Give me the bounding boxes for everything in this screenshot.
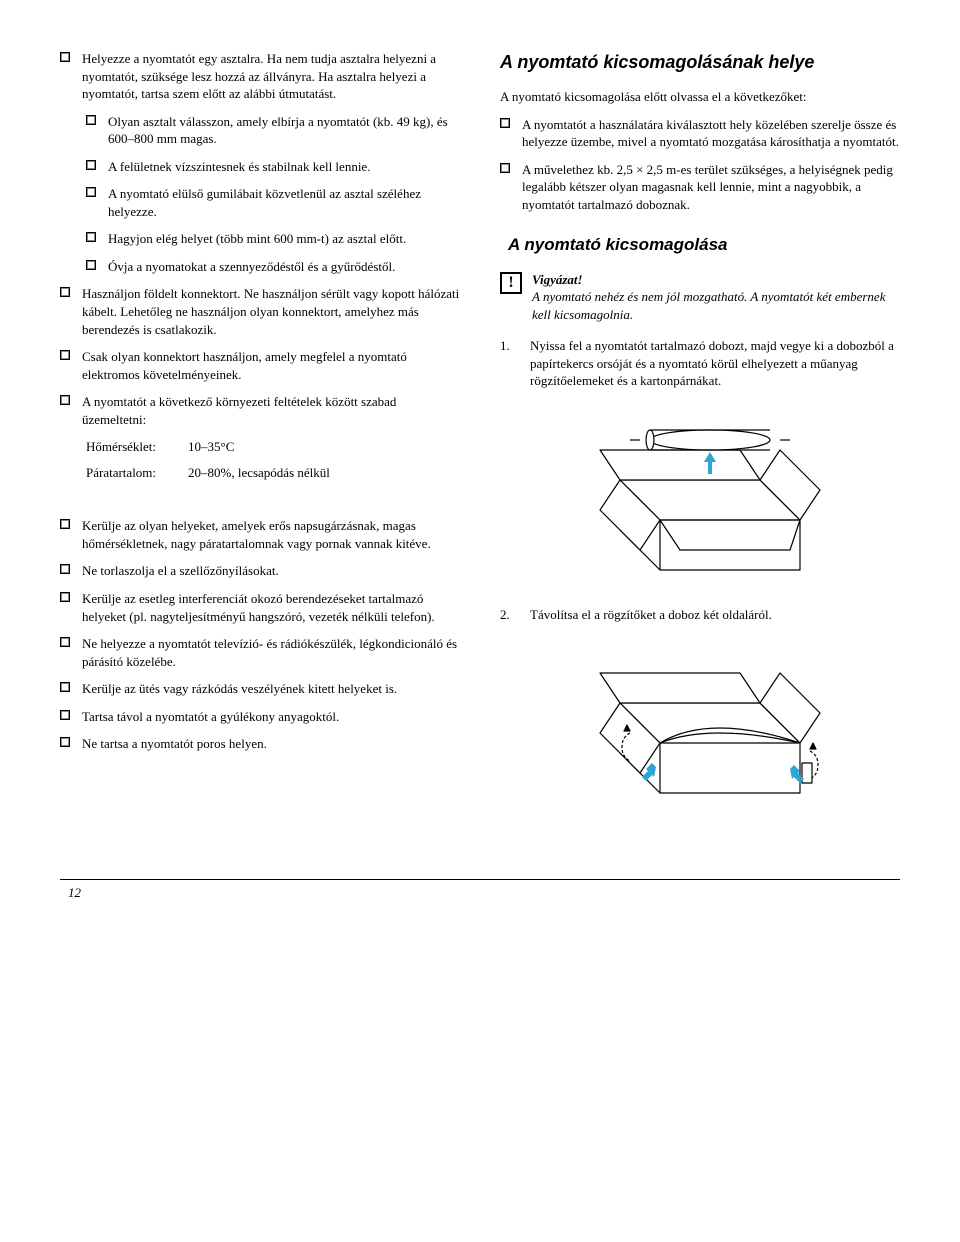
figure-box-open-2 [500, 633, 900, 813]
spacer [60, 493, 460, 517]
bullet-icon [60, 682, 70, 692]
env-temp-value: 10–35°C [188, 438, 460, 456]
left-column: Helyezze a nyomtatót egy asztalra. Ha ne… [60, 50, 460, 839]
page-number: 12 [60, 880, 900, 902]
bullet-icon [86, 160, 96, 170]
list-text: A nyomtató elülső gumilábait közvetlenül… [108, 185, 460, 220]
step-number: 2. [500, 606, 518, 624]
list-item: Ne tartsa a nyomtatót poros helyen. [60, 735, 460, 753]
list-item: A nyomtató elülső gumilábait közvetlenül… [86, 185, 460, 220]
list-text: Ne tartsa a nyomtatót poros helyen. [82, 735, 460, 753]
list-text: Óvja a nyomatokat a szennyeződéstől és a… [108, 258, 460, 276]
intro-text: A nyomtató kicsomagolása előtt olvassa e… [500, 88, 900, 106]
list-text: Tartsa távol a nyomtatót a gyúlékony any… [82, 708, 460, 726]
bullet-icon [86, 260, 96, 270]
env-hum-label: Páratartalom: [86, 464, 176, 482]
list-item: A művelethez kb. 2,5 × 2,5 m-es terület … [500, 161, 900, 214]
caution-box: Vigyázat! A nyomtató nehéz és nem jól mo… [500, 271, 900, 324]
caution-icon [500, 272, 522, 294]
step-item: 2. Távolítsa el a rögzítőket a doboz két… [500, 606, 900, 624]
table-row: Páratartalom: 20–80%, lecsapódás nélkül [86, 464, 460, 482]
list-text: Ne torlaszolja el a szellőzőnyílásokat. [82, 562, 460, 580]
list-text: Kerülje az olyan helyeket, amelyek erős … [82, 517, 460, 552]
bullet-icon [60, 350, 70, 360]
bullet-icon [60, 564, 70, 574]
step-number: 1. [500, 337, 518, 390]
section-heading-unpacking: A nyomtató kicsomagolása [508, 234, 900, 257]
step-text: Nyissa fel a nyomtatót tartalmazó dobozt… [530, 337, 900, 390]
env-temp-label: Hőmérséklet: [86, 438, 176, 456]
section-heading-unpack-location: A nyomtató kicsomagolásának helye [500, 50, 900, 74]
list-text: A felületnek vízszintesnek és stabilnak … [108, 158, 460, 176]
list-text: Hagyjon elég helyet (több mint 600 mm-t)… [108, 230, 460, 248]
list-item: Hagyjon elég helyet (több mint 600 mm-t)… [86, 230, 460, 248]
bullet-icon [500, 163, 510, 173]
list-text: Kerülje az ütés vagy rázkódás veszélyéne… [82, 680, 460, 698]
bullet-icon [60, 519, 70, 529]
list-item: Helyezze a nyomtatót egy asztalra. Ha ne… [60, 50, 460, 103]
list-text: Olyan asztalt válasszon, amely elbírja a… [108, 113, 460, 148]
caution-text: A nyomtató nehéz és nem jól mozgatható. … [532, 289, 885, 322]
bullet-icon [500, 118, 510, 128]
list-item: Óvja a nyomatokat a szennyeződéstől és a… [86, 258, 460, 276]
bullet-icon [86, 187, 96, 197]
step-text: Távolítsa el a rögzítőket a doboz két ol… [530, 606, 900, 624]
list-text: Kerülje az esetleg interferenciát okozó … [82, 590, 460, 625]
env-hum-value: 20–80%, lecsapódás nélkül [188, 464, 460, 482]
two-column-layout: Helyezze a nyomtatót egy asztalra. Ha ne… [60, 50, 900, 839]
list-text: A nyomtatót a következő környezeti felté… [82, 393, 460, 428]
list-text: Ne helyezze a nyomtatót televízió- és rá… [82, 635, 460, 670]
list-item: A nyomtatót a következő környezeti felté… [60, 393, 460, 428]
figure-box-open-1 [500, 400, 900, 580]
bullet-icon [60, 737, 70, 747]
bullet-icon [60, 395, 70, 405]
list-text: A nyomtatót a használatára kiválasztott … [522, 116, 900, 151]
bullet-icon [86, 115, 96, 125]
caution-title: Vigyázat! [532, 272, 583, 287]
list-item: Ne helyezze a nyomtatót televízió- és rá… [60, 635, 460, 670]
list-item: A nyomtatót a használatára kiválasztott … [500, 116, 900, 151]
list-text: Csak olyan konnektort használjon, amely … [82, 348, 460, 383]
bullet-icon [60, 710, 70, 720]
box-illustration-icon [560, 633, 840, 813]
list-item: Tartsa távol a nyomtatót a gyúlékony any… [60, 708, 460, 726]
list-item: Használjon földelt konnektort. Ne haszná… [60, 285, 460, 338]
bullet-icon [60, 52, 70, 62]
step-item: 1. Nyissa fel a nyomtatót tartalmazó dob… [500, 337, 900, 390]
list-item: Kerülje az ütés vagy rázkódás veszélyéne… [60, 680, 460, 698]
bullet-icon [60, 592, 70, 602]
box-illustration-icon [560, 400, 840, 580]
list-item: A felületnek vízszintesnek és stabilnak … [86, 158, 460, 176]
list-text: A művelethez kb. 2,5 × 2,5 m-es terület … [522, 161, 900, 214]
list-item: Ne torlaszolja el a szellőzőnyílásokat. [60, 562, 460, 580]
list-text: Helyezze a nyomtatót egy asztalra. Ha ne… [82, 50, 460, 103]
bullet-icon [60, 287, 70, 297]
list-item: Kerülje az olyan helyeket, amelyek erős … [60, 517, 460, 552]
bullet-icon [60, 637, 70, 647]
list-item: Kerülje az esetleg interferenciát okozó … [60, 590, 460, 625]
list-item: Csak olyan konnektort használjon, amely … [60, 348, 460, 383]
environment-table: Hőmérséklet: 10–35°C Páratartalom: 20–80… [86, 438, 460, 481]
bullet-icon [86, 232, 96, 242]
right-column: A nyomtató kicsomagolásának helye A nyom… [500, 50, 900, 839]
table-row: Hőmérséklet: 10–35°C [86, 438, 460, 456]
list-item: Olyan asztalt válasszon, amely elbírja a… [86, 113, 460, 148]
list-text: Használjon földelt konnektort. Ne haszná… [82, 285, 460, 338]
caution-body: Vigyázat! A nyomtató nehéz és nem jól mo… [532, 271, 900, 324]
